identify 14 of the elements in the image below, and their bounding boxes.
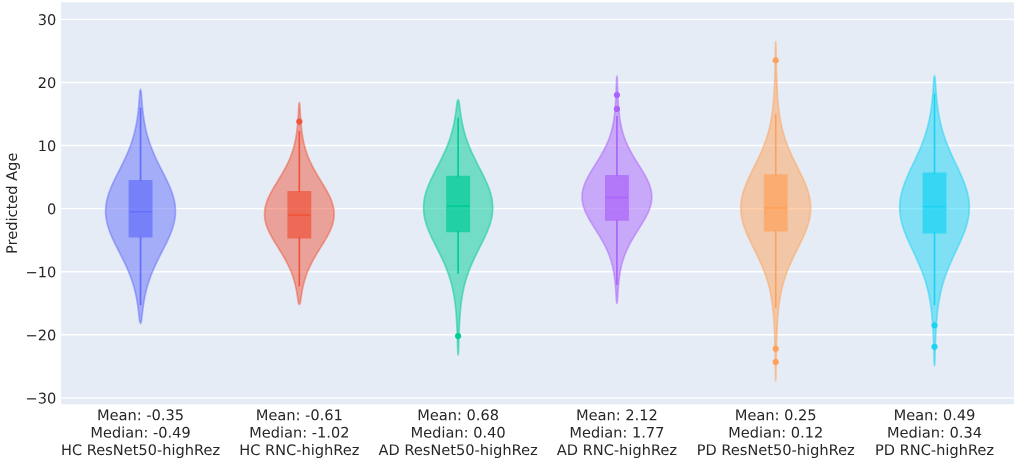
x-tick-label: Mean: 2.12 Median: 1.77 AD RNC-highRez [556, 409, 677, 459]
x-tick-label: Mean: 0.25 Median: 0.12 PD ResNet50-highRez [698, 409, 855, 459]
y-tick-label: 0 [47, 203, 56, 215]
y-tick-label: 10 [39, 140, 56, 152]
y-tick-label: 30 [38, 14, 56, 26]
y-tick-label: −10 [27, 266, 56, 278]
x-tick-label: Mean: 0.49 Median: 0.34 PD RNC-highRez [876, 409, 994, 459]
y-tick-label: 20 [38, 77, 56, 89]
x-tick-label: Mean: -0.35 Median: -0.49 HC ResNet50-highRez [62, 409, 220, 459]
x-tick-label: Mean: 0.68 Median: 0.40 AD ResNet50-highRez [378, 409, 538, 459]
x-tick-label: Mean: -0.61 Median: -1.02 HC RNC-highRez [240, 409, 359, 459]
y-axis-title: Predicted Age [5, 153, 20, 253]
y-tick-label: −30 [27, 392, 56, 404]
y-tick-label: −20 [27, 329, 56, 341]
